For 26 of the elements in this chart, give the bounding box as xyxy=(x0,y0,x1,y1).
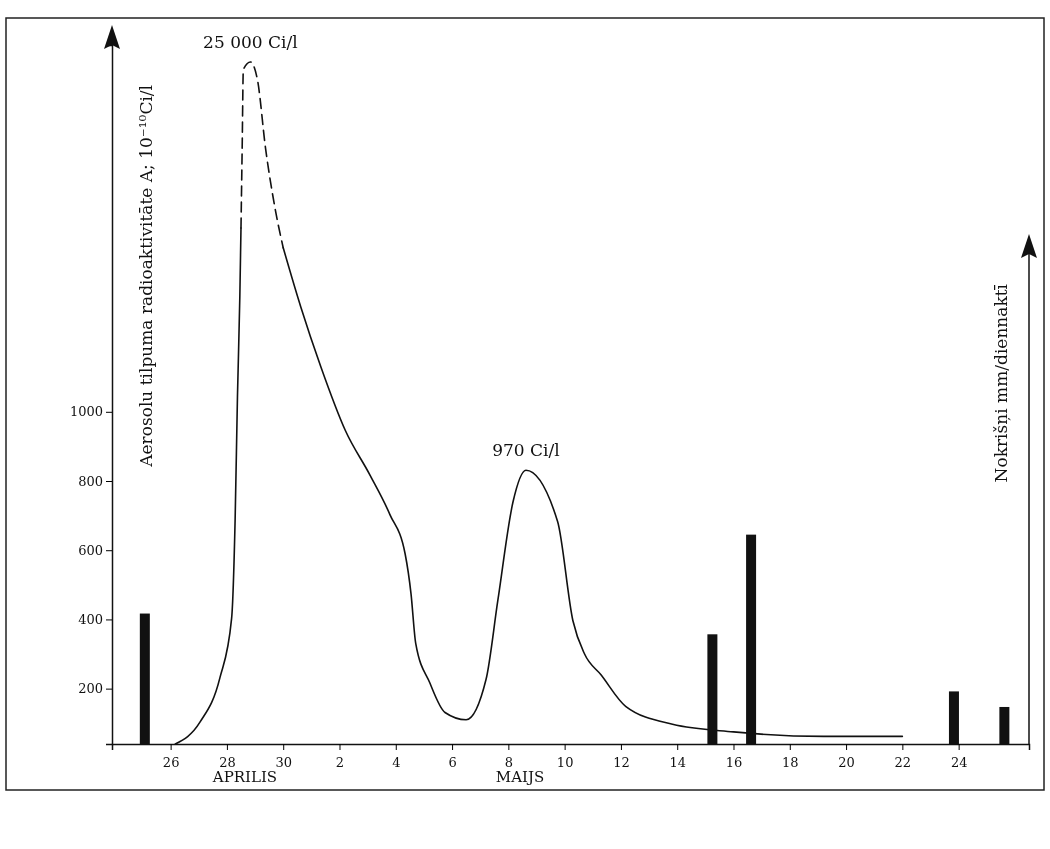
x-tick-label: 20 xyxy=(838,755,855,771)
x-tick-label: 16 xyxy=(725,755,743,771)
annotation: 970 Ci/l xyxy=(492,440,560,461)
x-tick-label: 26 xyxy=(162,755,180,771)
x-tick-label: 28 xyxy=(219,755,236,771)
text: MAIJS xyxy=(495,768,545,786)
x-tick-label: 14 xyxy=(669,755,686,771)
annotation: 25 000 Ci/l xyxy=(203,31,298,52)
y-tick-label: 800 xyxy=(78,473,103,489)
y-axis-title: Aerosolu tilpuma radioaktivitāte A; 10⁻¹⁰Ci/l xyxy=(136,85,156,468)
y-tick-label: 1000 xyxy=(69,404,103,420)
text: APRILIS xyxy=(211,768,278,786)
x-tick-label: 6 xyxy=(448,755,457,771)
x-tick-label: 24 xyxy=(950,755,968,771)
x-tick-label: 10 xyxy=(556,755,574,771)
y-tick-label: 600 xyxy=(78,542,103,558)
x-tick-label: 4 xyxy=(392,755,401,771)
y2-axis-title: Nokrišņi mm/diennaktī xyxy=(991,283,1011,483)
x-tick-label: 30 xyxy=(275,755,292,771)
x-tick-label: 12 xyxy=(613,755,630,771)
y-tick-label: 200 xyxy=(78,681,103,697)
x-tick-label: 18 xyxy=(782,755,799,771)
x-tick-label: 8 xyxy=(504,755,513,771)
x-tick-label: 22 xyxy=(894,755,912,771)
y-tick-label: 400 xyxy=(78,612,103,628)
x-tick-label: 2 xyxy=(335,755,345,771)
